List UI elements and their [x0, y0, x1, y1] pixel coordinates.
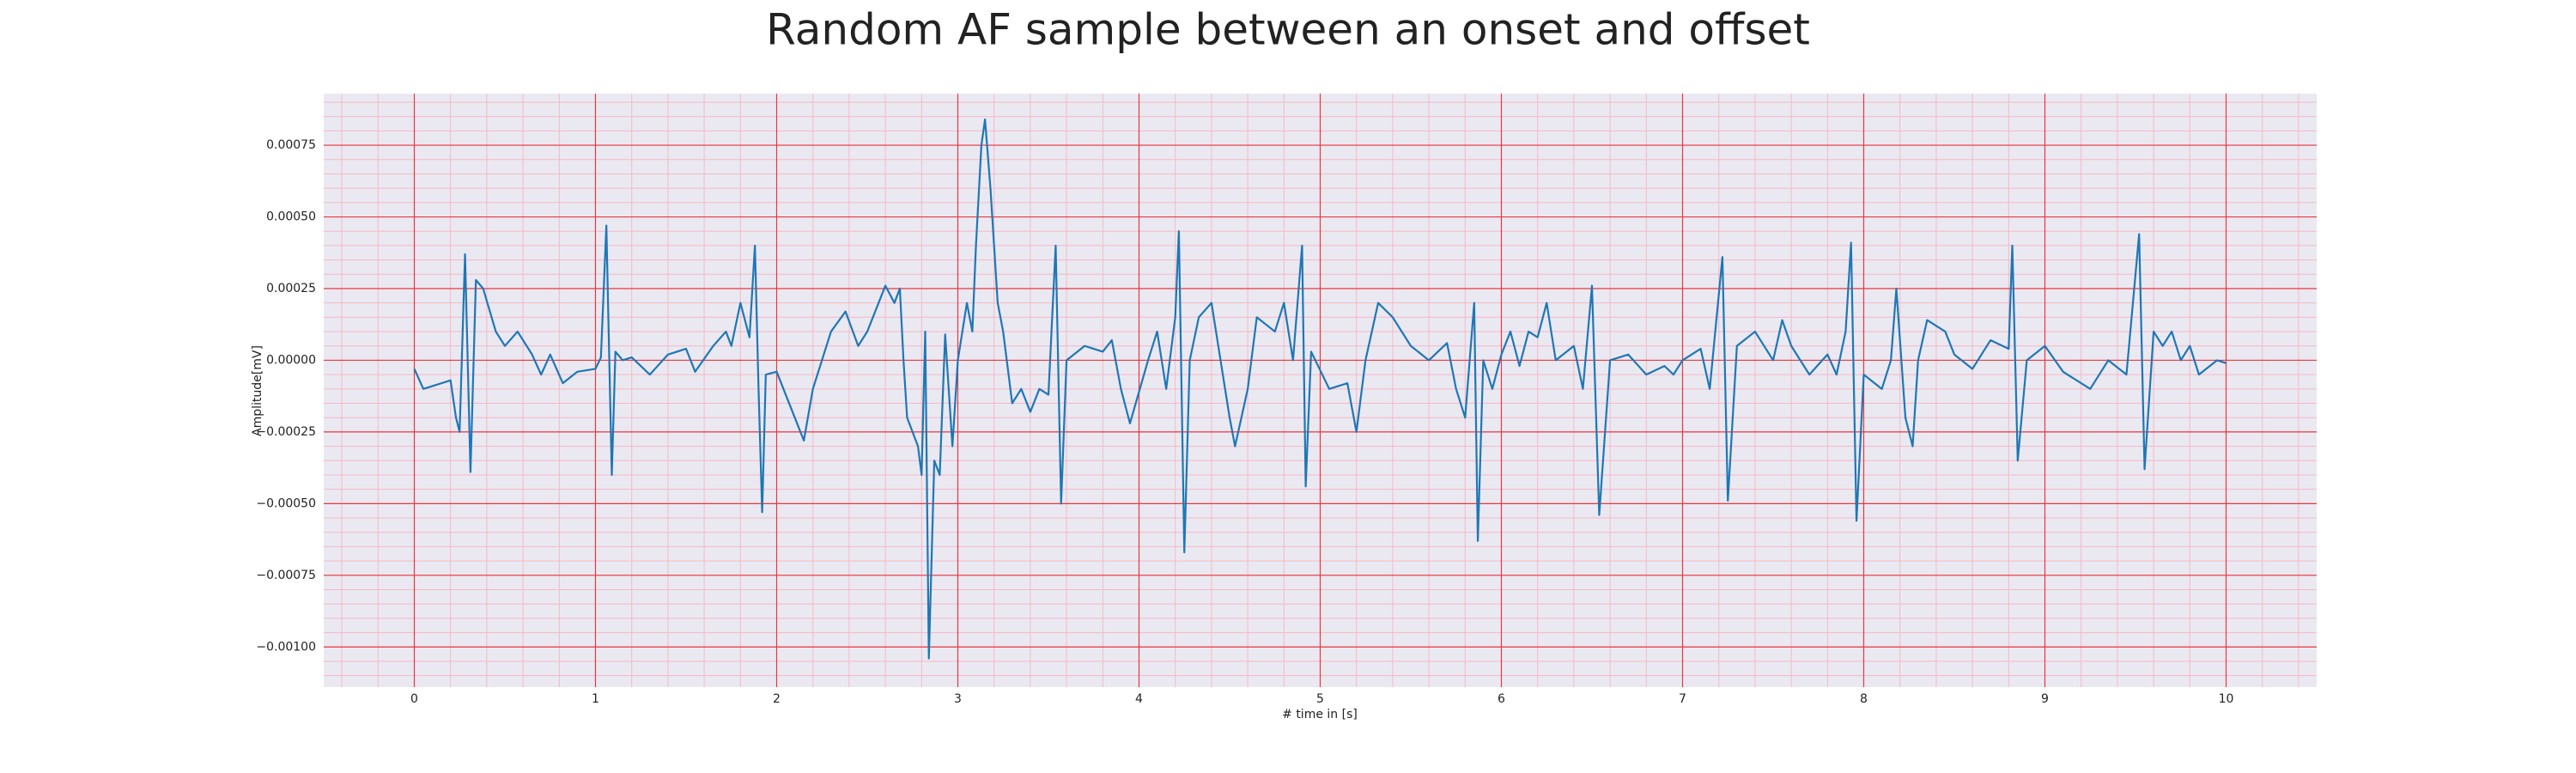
x-tick-label: 9 [2041, 692, 2049, 706]
x-tick-label: 3 [954, 692, 962, 706]
x-tick-label: 5 [1316, 692, 1324, 706]
x-tick-label: 6 [1498, 692, 1505, 706]
y-tick-label: −0.00050 [256, 496, 316, 510]
x-tick-label: 2 [773, 692, 781, 706]
x-tick-label: 0 [410, 692, 418, 706]
x-tick-label: 4 [1135, 692, 1143, 706]
y-tick-label: −0.00100 [256, 640, 316, 654]
y-tick-label: 0.00075 [266, 138, 316, 152]
x-tick-label: 8 [1860, 692, 1868, 706]
x-tick-label: 1 [592, 692, 599, 706]
y-tick-label: 0.00025 [266, 282, 316, 295]
y-axis-label: Amplitude[mV] [251, 345, 264, 436]
y-tick-label: 0.00050 [266, 210, 316, 224]
x-tick-label: 10 [2219, 692, 2234, 706]
signal-line [413, 118, 2227, 660]
y-tick-label: 0.00000 [266, 353, 316, 367]
chart-title: Random AF sample between an onset and of… [766, 5, 1810, 55]
y-tick-label: −0.00075 [256, 569, 316, 582]
x-axis-label: # time in [s] [1282, 708, 1358, 721]
x-tick-label: 7 [1679, 692, 1686, 706]
y-tick-label: −0.00025 [256, 425, 316, 439]
